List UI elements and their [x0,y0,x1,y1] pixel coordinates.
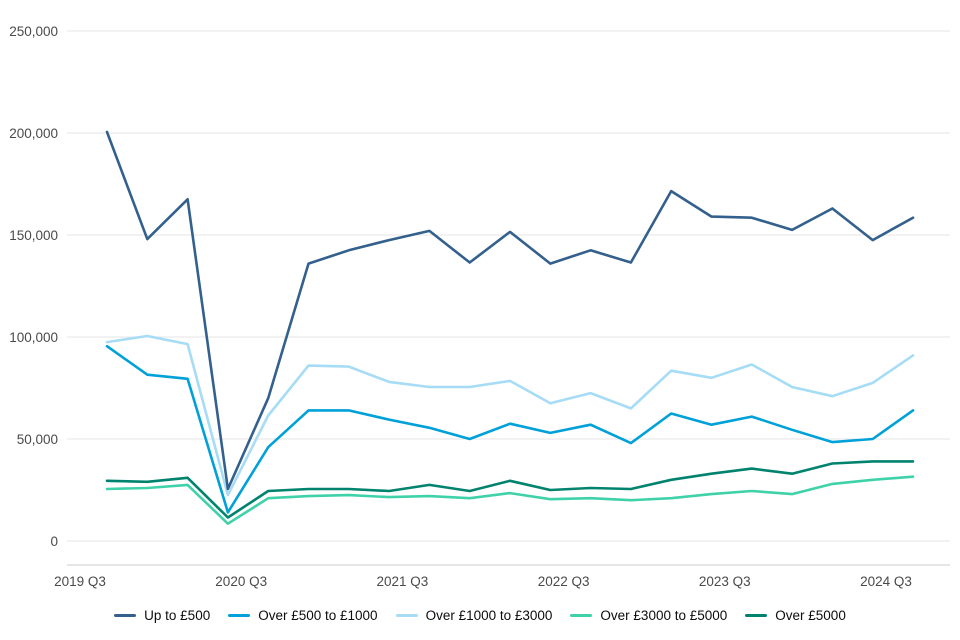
x-axis-tick-label: 2023 Q3 [699,574,751,589]
legend-item: Over £1000 to £3000 [395,608,553,623]
legend-swatch-icon [745,614,768,617]
legend-label: Up to £500 [144,608,211,623]
series-line [105,334,915,497]
legend-label: Over £1000 to £3000 [425,608,553,623]
y-axis-tick-label: 150,000 [9,228,58,243]
series-line [105,475,915,526]
y-axis-tick-label: 50,000 [17,432,58,447]
legend-swatch-icon [228,614,251,617]
series-line [105,460,915,519]
series-line [105,130,915,491]
x-axis-tick-label: 2019 Q3 [54,574,106,589]
legend-label: Over £5000 [775,608,846,623]
x-axis-tick-label: 2021 Q3 [377,574,429,589]
legend-swatch-icon [114,614,137,617]
legend-label: Over £3000 to £5000 [600,608,728,623]
x-axis-tick-label: 2022 Q3 [538,574,590,589]
series-line [105,344,915,514]
legend-swatch-icon [570,614,593,617]
x-axis-tick-label: 2020 Q3 [215,574,267,589]
y-axis-tick-label: 200,000 [9,126,58,141]
legend-swatch-icon [395,614,418,617]
x-axis-tick-label: 2024 Q3 [860,574,912,589]
legend-item: Up to £500 [114,608,210,623]
legend-item: Over £5000 [745,608,846,623]
y-axis-tick-label: 0 [50,534,58,549]
legend-label: Over £500 to £1000 [258,608,378,623]
legend-item: Over £500 to £1000 [228,608,378,623]
y-axis-tick-label: 100,000 [9,330,58,345]
y-axis-tick-label: 250,000 [9,24,58,39]
chart-legend: Up to £500 Over £500 to £1000 Over £1000 t… [0,608,960,623]
legend-item: Over £3000 to £5000 [570,608,727,623]
